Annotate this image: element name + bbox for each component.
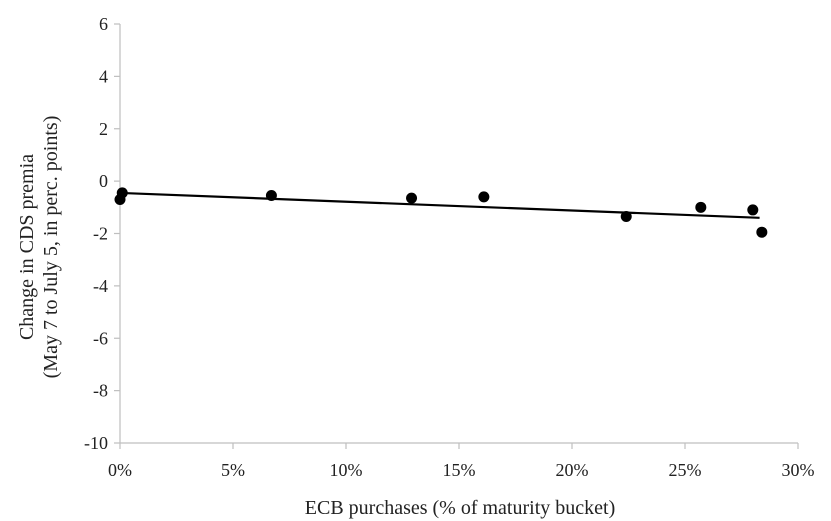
y-tick-label: -2 bbox=[93, 224, 108, 244]
x-tick-label: 25% bbox=[669, 460, 702, 480]
trendline-group bbox=[119, 191, 760, 219]
data-point bbox=[265, 190, 277, 202]
y-tick-label: 2 bbox=[99, 119, 108, 139]
x-tick-label: 15% bbox=[443, 460, 476, 480]
x-axis-title: ECB purchases (% of maturity bucket) bbox=[305, 497, 615, 519]
y-tick-label: 0 bbox=[99, 171, 108, 191]
x-tick-label: 5% bbox=[221, 460, 245, 480]
y-axis-title-line1: Change in CDS premia bbox=[16, 154, 38, 340]
y-tick-label: -6 bbox=[93, 328, 108, 348]
data-point bbox=[116, 187, 128, 199]
x-tick-labels: 0% 5% 10% 15% 20% 25% 30% bbox=[108, 443, 815, 480]
y-tick-label: -10 bbox=[84, 433, 108, 453]
y-tick-label: -8 bbox=[93, 381, 108, 401]
x-tick-label: 0% bbox=[108, 460, 132, 480]
y-axis-title-line2: (May 7 to July 5, in perc. points) bbox=[40, 116, 62, 379]
data-point bbox=[756, 226, 768, 238]
y-tick-label: -4 bbox=[93, 276, 108, 296]
x-tick-label: 10% bbox=[330, 460, 363, 480]
data-point bbox=[406, 192, 418, 204]
data-point bbox=[747, 204, 759, 216]
data-point bbox=[478, 191, 490, 203]
data-point bbox=[620, 210, 632, 222]
x-tick-label: 30% bbox=[782, 460, 815, 480]
y-tick-label: 4 bbox=[99, 66, 108, 86]
y-tick-label: 6 bbox=[99, 14, 108, 34]
trendline bbox=[119, 191, 760, 219]
data-point bbox=[695, 201, 707, 213]
x-tick-label: 20% bbox=[556, 460, 589, 480]
y-tick-labels: 6 4 2 0 -2 -4 -6 -8 -10 bbox=[84, 14, 120, 453]
data-points bbox=[114, 187, 768, 238]
